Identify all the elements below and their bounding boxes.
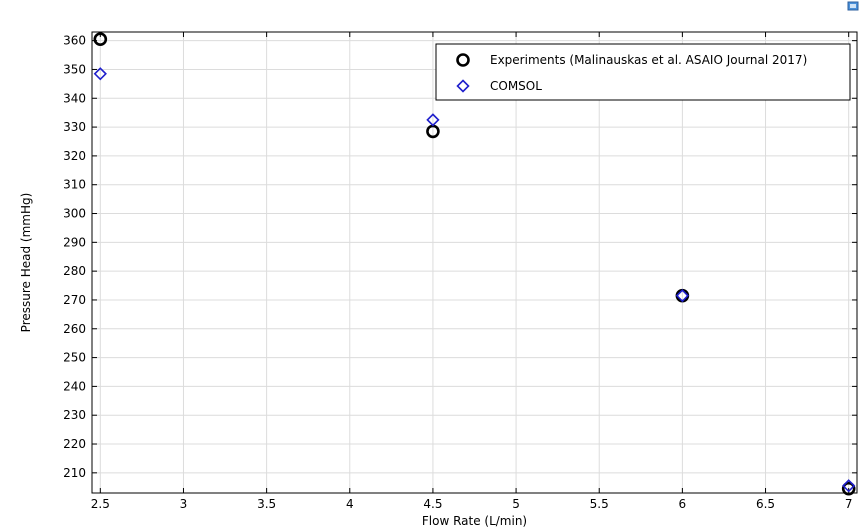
y-tick-label: 260: [63, 322, 86, 336]
x-tick-label: 5: [512, 497, 520, 511]
data-points: [93, 32, 856, 496]
y-tick-label: 330: [63, 120, 86, 134]
y-tick-label: 270: [63, 293, 86, 307]
y-tick-label: 240: [63, 379, 86, 393]
comsol-data-point: [93, 67, 107, 81]
x-tick-label: 3.5: [257, 497, 276, 511]
grid-lines: [92, 32, 857, 493]
axis-ticks: 2.5 3 3.5 4 4.5 5 5.5 6 6.5 7 210 220 230 240 250 260 27…: [63, 32, 857, 511]
comsol-data-point: [675, 289, 690, 303]
y-tick-label: 300: [63, 207, 86, 221]
x-axis-title: Flow Rate (L/min): [422, 514, 527, 528]
y-tick-label: 340: [63, 91, 86, 105]
x-tick-label: 7: [845, 497, 853, 511]
y-tick-label: 250: [63, 351, 86, 365]
legend-box: [435, 43, 851, 101]
x-tick-label: 2.5: [91, 497, 110, 511]
y-tick-label: 230: [63, 408, 86, 422]
y-tick-label: 320: [63, 149, 86, 163]
y-tick-label: 210: [63, 466, 86, 480]
y-tick-label: 280: [63, 264, 86, 278]
y-tick-label: 290: [63, 235, 86, 249]
x-tick-label: 4: [346, 497, 354, 511]
legend-label-comsol: COMSOL: [490, 79, 542, 93]
comsol-data-point: [842, 479, 856, 493]
y-axis-title: Pressure Head (mmHg): [19, 193, 33, 333]
y-tick-label: 310: [63, 178, 86, 192]
x-tick-label: 6: [679, 497, 687, 511]
experiment-data-point: [93, 32, 108, 47]
comsol-data-point: [426, 113, 440, 127]
legend-circle-marker: [456, 53, 470, 67]
x-tick-label: 6.5: [756, 497, 775, 511]
x-tick-label: 5.5: [590, 497, 609, 511]
legend-label-experiments: Experiments (Malinauskas et al. ASAIO Jo…: [490, 53, 807, 67]
x-tick-label: 4.5: [423, 497, 442, 511]
legend-marker-comsol: [456, 79, 470, 93]
y-tick-label: 360: [63, 34, 86, 48]
experiment-data-point: [841, 481, 856, 496]
y-tick-label: 220: [63, 437, 86, 451]
legend-diamond-marker: [456, 79, 470, 93]
image-icon[interactable]: [847, 1, 859, 11]
y-tick-label: 350: [63, 62, 86, 76]
legend: Experiments (Malinauskas et al. ASAIO Jo…: [435, 43, 851, 101]
legend-marker-experiments: [456, 53, 470, 67]
x-tick-label: 3: [180, 497, 188, 511]
plot-frame: [91, 31, 858, 494]
